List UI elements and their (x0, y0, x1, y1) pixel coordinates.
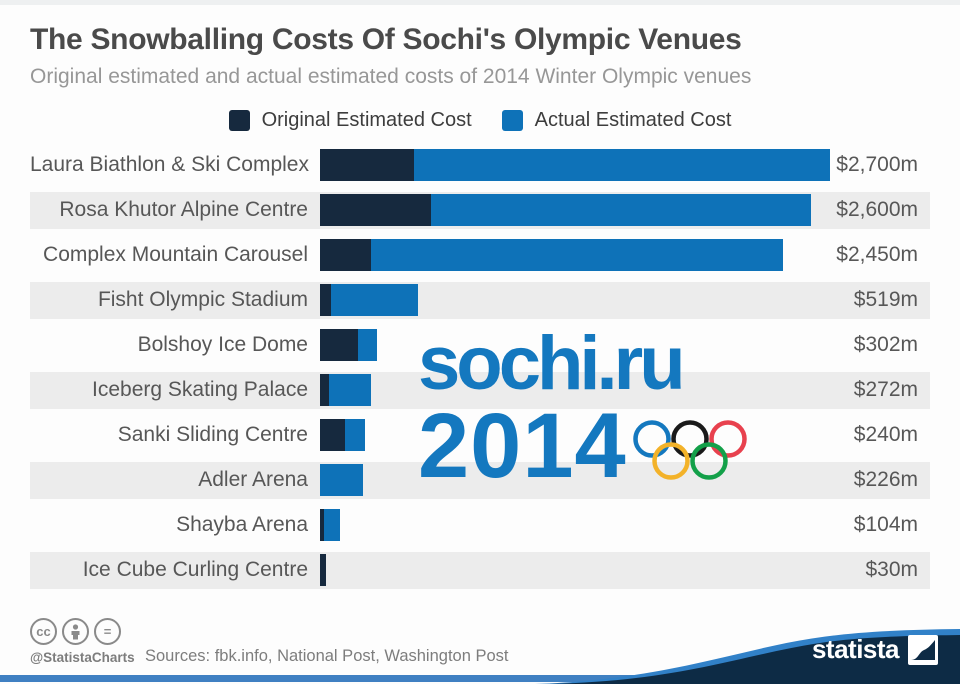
statista-footer-swoosh (534, 629, 960, 684)
value-label: $2,450m (836, 243, 918, 267)
equal-icon-text: = (103, 624, 112, 639)
bar-track (320, 554, 830, 587)
bar-track (320, 329, 830, 362)
value-label: $519m (853, 288, 918, 312)
chart-row: Iceberg Skating Palace $272m (30, 371, 930, 409)
cc-icon: cc (30, 618, 57, 645)
venue-label: Laura Biathlon & Ski Complex (30, 153, 309, 177)
bar-track (320, 509, 830, 542)
venue-label: Shayba Arena (176, 513, 308, 537)
value-label: $226m (853, 468, 918, 492)
statista-charts-handle: @StatistaCharts (30, 650, 135, 665)
creative-commons-icons: cc = (30, 618, 121, 645)
actual-cost-bar (320, 464, 363, 497)
statista-wordmark: statista (811, 634, 900, 664)
venue-label: Ice Cube Curling Centre (82, 558, 308, 582)
value-label: $30m (865, 558, 918, 582)
actual-cost-bar (320, 284, 419, 317)
venue-label: Rosa Khutor Alpine Centre (59, 198, 308, 222)
value-label: $104m (853, 513, 918, 537)
value-label: $272m (853, 378, 918, 402)
actual-cost-swatch (501, 110, 523, 132)
statista-mark-icon (908, 634, 938, 665)
original-cost-bar (320, 554, 326, 587)
original-cost-bar (320, 194, 432, 227)
venue-label: Fisht Olympic Stadium (97, 288, 308, 312)
bar-track (320, 149, 830, 182)
chart-row: Shayba Arena $104m (30, 507, 930, 544)
chart-row: Sanki Sliding Centre $240m (30, 417, 930, 454)
original-cost-bar (320, 509, 324, 542)
bar-track (320, 194, 830, 227)
legend-label-actual: Actual Estimated Cost (534, 109, 732, 132)
sources-text: Sources: fbk.info, National Post, Washin… (145, 647, 509, 665)
chart-row: Rosa Khutor Alpine Centre $2,600m (30, 191, 930, 229)
value-label: $2,700m (836, 153, 918, 177)
chart-row: Ice Cube Curling Centre $30m (30, 551, 930, 589)
bottom-blue-strip (0, 675, 960, 682)
actual-cost-bar (320, 509, 340, 542)
original-cost-bar (320, 149, 415, 182)
original-cost-swatch (228, 110, 250, 132)
venue-label: Bolshoy Ice Dome (137, 333, 308, 357)
cc-icon-text: cc (36, 624, 51, 639)
value-label: $2,600m (836, 198, 918, 222)
bar-chart: Laura Biathlon & Ski Complex $2,700m Ros… (30, 147, 930, 589)
venue-label: Iceberg Skating Palace (92, 378, 308, 402)
bar-track (320, 464, 830, 497)
legend-label-original: Original Estimated Cost (261, 109, 472, 132)
value-label: $302m (853, 333, 918, 357)
original-cost-bar (320, 329, 358, 362)
legend: Original Estimated Cost Actual Estimated… (0, 109, 960, 132)
original-cost-bar (320, 239, 371, 272)
chart-row: Complex Mountain Carousel $2,450m (30, 237, 930, 274)
chart-title: The Snowballing Costs Of Sochi's Olympic… (30, 23, 742, 56)
bar-track (320, 419, 830, 452)
chart-row: Bolshoy Ice Dome $302m (30, 327, 930, 364)
actual-cost-bar (320, 239, 783, 272)
chart-row: Fisht Olympic Stadium $519m (30, 281, 930, 319)
venue-label: Sanki Sliding Centre (117, 423, 308, 447)
venue-label: Complex Mountain Carousel (43, 243, 308, 267)
legend-item-actual: Actual Estimated Cost (501, 109, 732, 132)
statista-logo: statista (812, 634, 938, 665)
value-label: $240m (853, 423, 918, 447)
attribution-person-icon (62, 618, 89, 645)
person-glyph (71, 623, 80, 639)
bar-track (320, 374, 830, 407)
original-cost-bar (320, 284, 332, 317)
bar-track (320, 239, 830, 272)
original-cost-bar (320, 374, 330, 407)
chart-row: Laura Biathlon & Ski Complex $2,700m (30, 147, 930, 184)
venue-label: Adler Arena (198, 468, 308, 492)
chart-subtitle: Original estimated and actual estimated … (30, 64, 752, 88)
original-cost-bar (320, 419, 345, 452)
chart-row: Adler Arena $226m (30, 461, 930, 499)
bar-track (320, 284, 830, 317)
equal-icon: = (94, 618, 121, 645)
top-border-strip (0, 0, 960, 5)
legend-item-original: Original Estimated Cost (228, 109, 472, 132)
